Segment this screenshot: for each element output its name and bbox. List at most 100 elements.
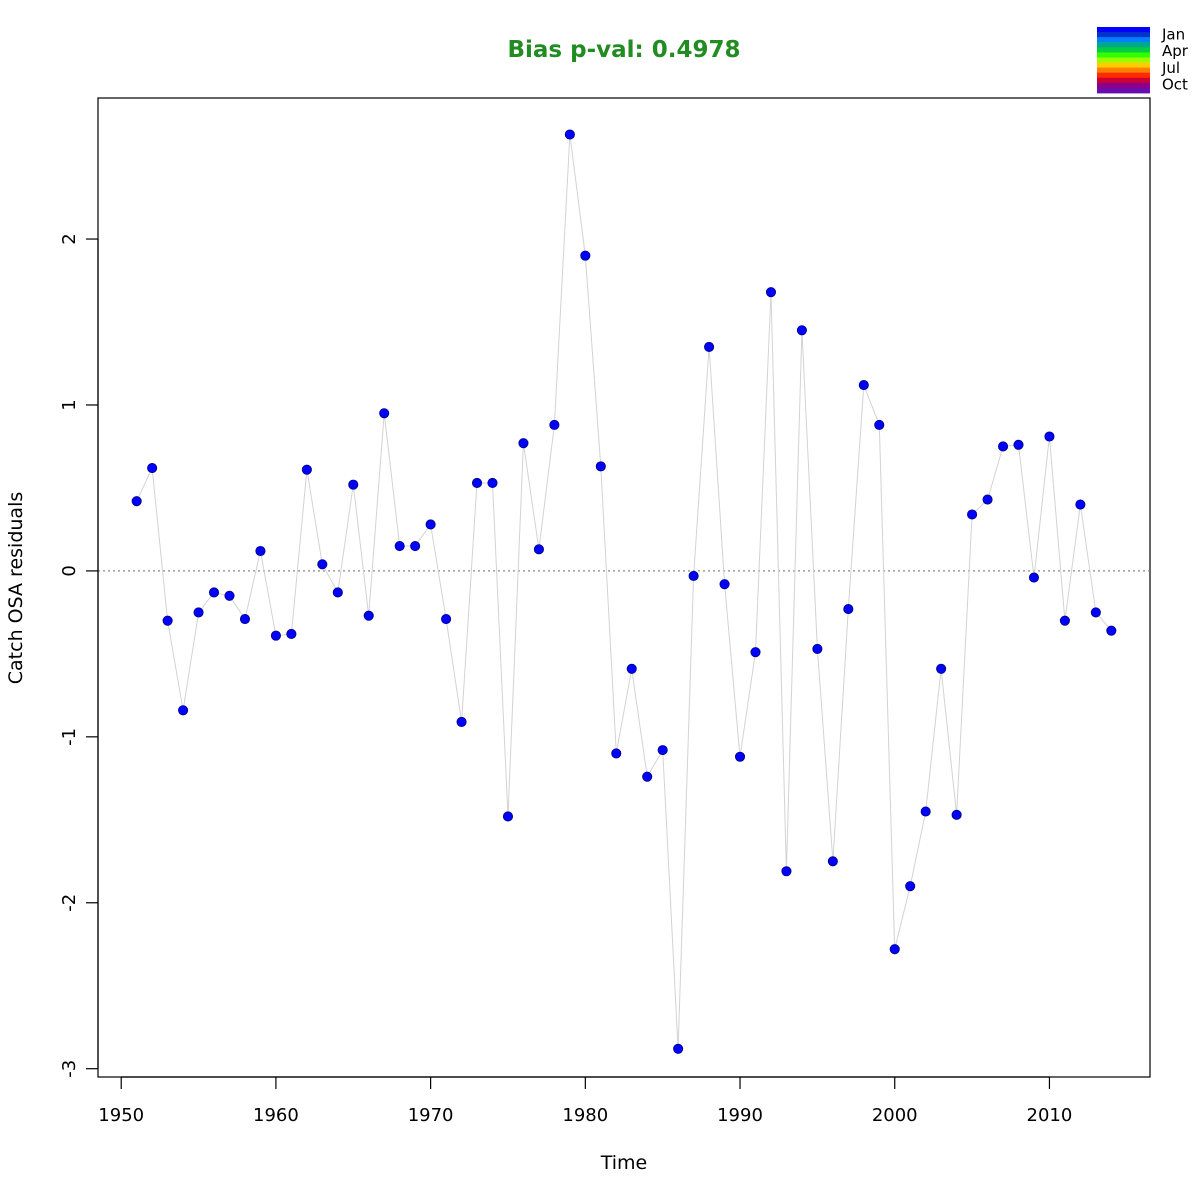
legend-swatch: [1097, 42, 1150, 48]
x-tick-label: 1990: [717, 1105, 763, 1126]
residual-point: [255, 545, 266, 557]
x-tick-label: 1980: [562, 1105, 608, 1126]
legend-swatch: [1097, 87, 1150, 94]
residual-point: [951, 809, 962, 820]
residual-point: [193, 607, 204, 618]
residual-point: [239, 613, 251, 625]
legend-label: Jul: [1161, 59, 1180, 77]
residual-point: [858, 380, 869, 391]
x-tick-label: 1950: [98, 1105, 144, 1126]
residual-point: [301, 464, 312, 475]
residual-point: [626, 663, 637, 674]
y-tick-label: 2: [59, 233, 80, 244]
legend-swatch: [1097, 82, 1150, 89]
y-tick-label: -2: [59, 894, 80, 912]
legend-swatch: [1097, 37, 1150, 43]
legend-label: Oct: [1162, 76, 1188, 94]
y-tick-label: 0: [59, 565, 80, 576]
x-axis-label: Time: [600, 1152, 648, 1174]
residual-point: [394, 540, 405, 552]
residual-point: [611, 748, 622, 759]
residual-point: [332, 587, 343, 598]
residual-point: [704, 341, 715, 352]
residual-point: [425, 519, 436, 530]
residual-point: [147, 462, 158, 474]
residual-point: [317, 559, 328, 570]
residual-point: [1090, 607, 1101, 618]
residual-point: [827, 856, 838, 867]
y-axis-label: Catch OSA residuals: [5, 492, 27, 684]
residual-point: [750, 647, 761, 658]
residual-point: [812, 643, 823, 654]
residual-points: [131, 129, 1117, 1054]
residual-point: [843, 604, 854, 615]
residual-point: [1075, 499, 1086, 510]
y-axis: -3 -2 -1 0 1 2: [59, 233, 99, 1078]
residual-point: [564, 129, 575, 140]
legend-swatch: [1097, 57, 1150, 63]
residual-point: [688, 570, 699, 581]
residual-point: [967, 509, 978, 520]
y-tick-label: -3: [59, 1060, 80, 1078]
residual-point: [642, 771, 653, 782]
residual-point: [549, 419, 560, 430]
residual-point: [348, 479, 359, 490]
residual-point: [796, 325, 807, 336]
residual-point: [920, 806, 931, 817]
residual-point: [533, 544, 544, 555]
residual-point: [657, 745, 668, 756]
residual-point: [456, 716, 467, 727]
residual-point: [673, 1043, 684, 1054]
residual-point: [580, 250, 591, 261]
residual-point: [1106, 625, 1117, 636]
x-tick-label: 2000: [872, 1105, 918, 1126]
residual-connector-line: [136, 134, 1112, 1049]
legend-swatch: [1097, 62, 1150, 69]
residual-point: [997, 441, 1009, 452]
x-tick-label: 1970: [408, 1105, 454, 1126]
residual-point: [131, 496, 142, 507]
residual-point: [734, 751, 746, 762]
residual-point: [379, 408, 390, 419]
plot-frame: [97, 97, 1151, 1078]
residual-point: [719, 579, 730, 590]
residual-point: [936, 663, 947, 674]
residual-point: [502, 811, 514, 822]
residual-point: [765, 287, 777, 298]
x-axis: 1950 1960 1970 1980 1990 2000 2010: [98, 1076, 1073, 1126]
residual-point: [162, 615, 173, 626]
legend-swatch: [1097, 52, 1150, 58]
residual-point: [441, 613, 452, 625]
legend-swatch: [1097, 47, 1150, 53]
residual-point: [1028, 572, 1040, 583]
residual-point: [874, 419, 885, 430]
legend-swatch: [1097, 67, 1150, 74]
legend-swatch: [1097, 77, 1150, 84]
y-tick-label: 1: [59, 399, 80, 410]
y-tick-label: -1: [59, 728, 80, 746]
residual-point: [1044, 431, 1055, 442]
residual-point: [982, 494, 993, 505]
residual-point: [1059, 615, 1070, 626]
legend-swatch: [1097, 27, 1150, 33]
x-tick-label: 1960: [253, 1105, 299, 1126]
residual-point: [270, 630, 281, 641]
residual-point: [595, 461, 606, 472]
x-tick-label: 2010: [1027, 1105, 1073, 1126]
chart-title: Bias p-val: 0.4978: [508, 37, 741, 63]
residual-point: [781, 866, 792, 877]
legend-swatch: [1097, 72, 1150, 79]
residual-point: [471, 477, 483, 489]
residual-point: [487, 477, 498, 489]
residual-point: [410, 540, 421, 552]
residual-point: [286, 628, 297, 640]
residual-point: [363, 610, 374, 621]
legend-swatch: [1097, 32, 1150, 38]
residual-point: [208, 587, 220, 598]
residual-point: [178, 705, 189, 716]
legend-label: Jan: [1161, 26, 1185, 44]
legend-label: Apr: [1162, 42, 1189, 60]
residual-point: [889, 944, 900, 955]
